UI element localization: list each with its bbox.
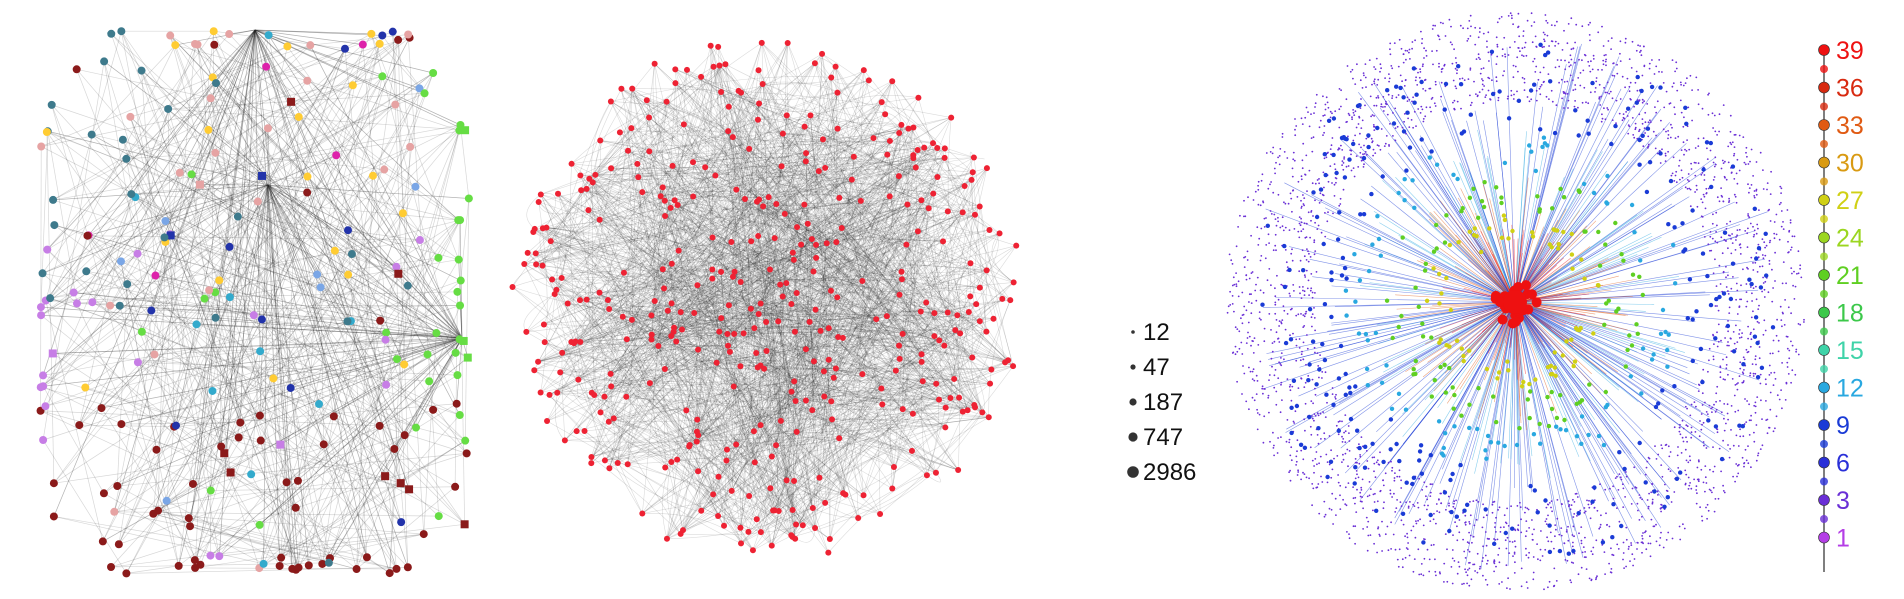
color-legend-label: 18: [1836, 300, 1864, 328]
network-graph-middle: [509, 39, 1020, 556]
node-size-legend: 12 47 187 747 2986: [1127, 319, 1196, 486]
color-legend-item: 1: [1818, 525, 1850, 553]
color-legend-item: 6: [1818, 450, 1850, 486]
color-legend-label: 15: [1836, 337, 1864, 365]
color-legend-item: 12: [1818, 375, 1864, 411]
color-legend-label: 21: [1836, 262, 1864, 290]
color-legend-label: 39: [1836, 37, 1864, 65]
color-legend-label: 36: [1836, 75, 1864, 103]
size-legend-item: 12: [1131, 319, 1170, 346]
color-legend-item: 18: [1818, 300, 1864, 336]
color-legend-item: 39: [1818, 37, 1864, 73]
network-graph-right: [1226, 12, 1805, 591]
color-legend-item: 3: [1818, 487, 1850, 523]
color-legend-item: 30: [1818, 150, 1864, 186]
size-legend-label: 187: [1143, 389, 1183, 416]
color-legend-label: 9: [1836, 412, 1850, 440]
color-legend-label: 27: [1836, 187, 1864, 215]
color-legend-label: 12: [1836, 375, 1864, 403]
color-legend-label: 33: [1836, 112, 1864, 140]
color-legend-label: 30: [1836, 150, 1864, 178]
color-scale-legend: 39 36 33 30 27 24 21 18 15 12 9 6 3 1: [1818, 37, 1864, 572]
color-legend-label: 1: [1836, 525, 1850, 553]
color-legend-item: 24: [1818, 225, 1864, 261]
color-legend-item: 21: [1818, 262, 1864, 298]
size-legend-item: 747: [1128, 424, 1183, 451]
size-legend-label: 47: [1143, 354, 1170, 381]
size-legend-label: 747: [1143, 424, 1183, 451]
size-legend-label: 12: [1143, 319, 1170, 346]
color-legend-item: 27: [1818, 187, 1864, 223]
size-legend-item: 47: [1130, 354, 1170, 381]
color-legend-item: 33: [1818, 112, 1864, 148]
color-legend-label: 24: [1836, 225, 1864, 253]
size-legend-item: 2986: [1127, 459, 1196, 486]
color-legend-item: 9: [1818, 412, 1850, 448]
color-legend-label: 3: [1836, 487, 1850, 515]
color-legend-item: 15: [1818, 337, 1864, 373]
size-legend-label: 2986: [1143, 459, 1196, 486]
network-graph-left: [36, 27, 473, 578]
color-legend-item: 36: [1818, 75, 1864, 111]
color-legend-label: 6: [1836, 450, 1850, 478]
size-legend-item: 187: [1129, 389, 1183, 416]
